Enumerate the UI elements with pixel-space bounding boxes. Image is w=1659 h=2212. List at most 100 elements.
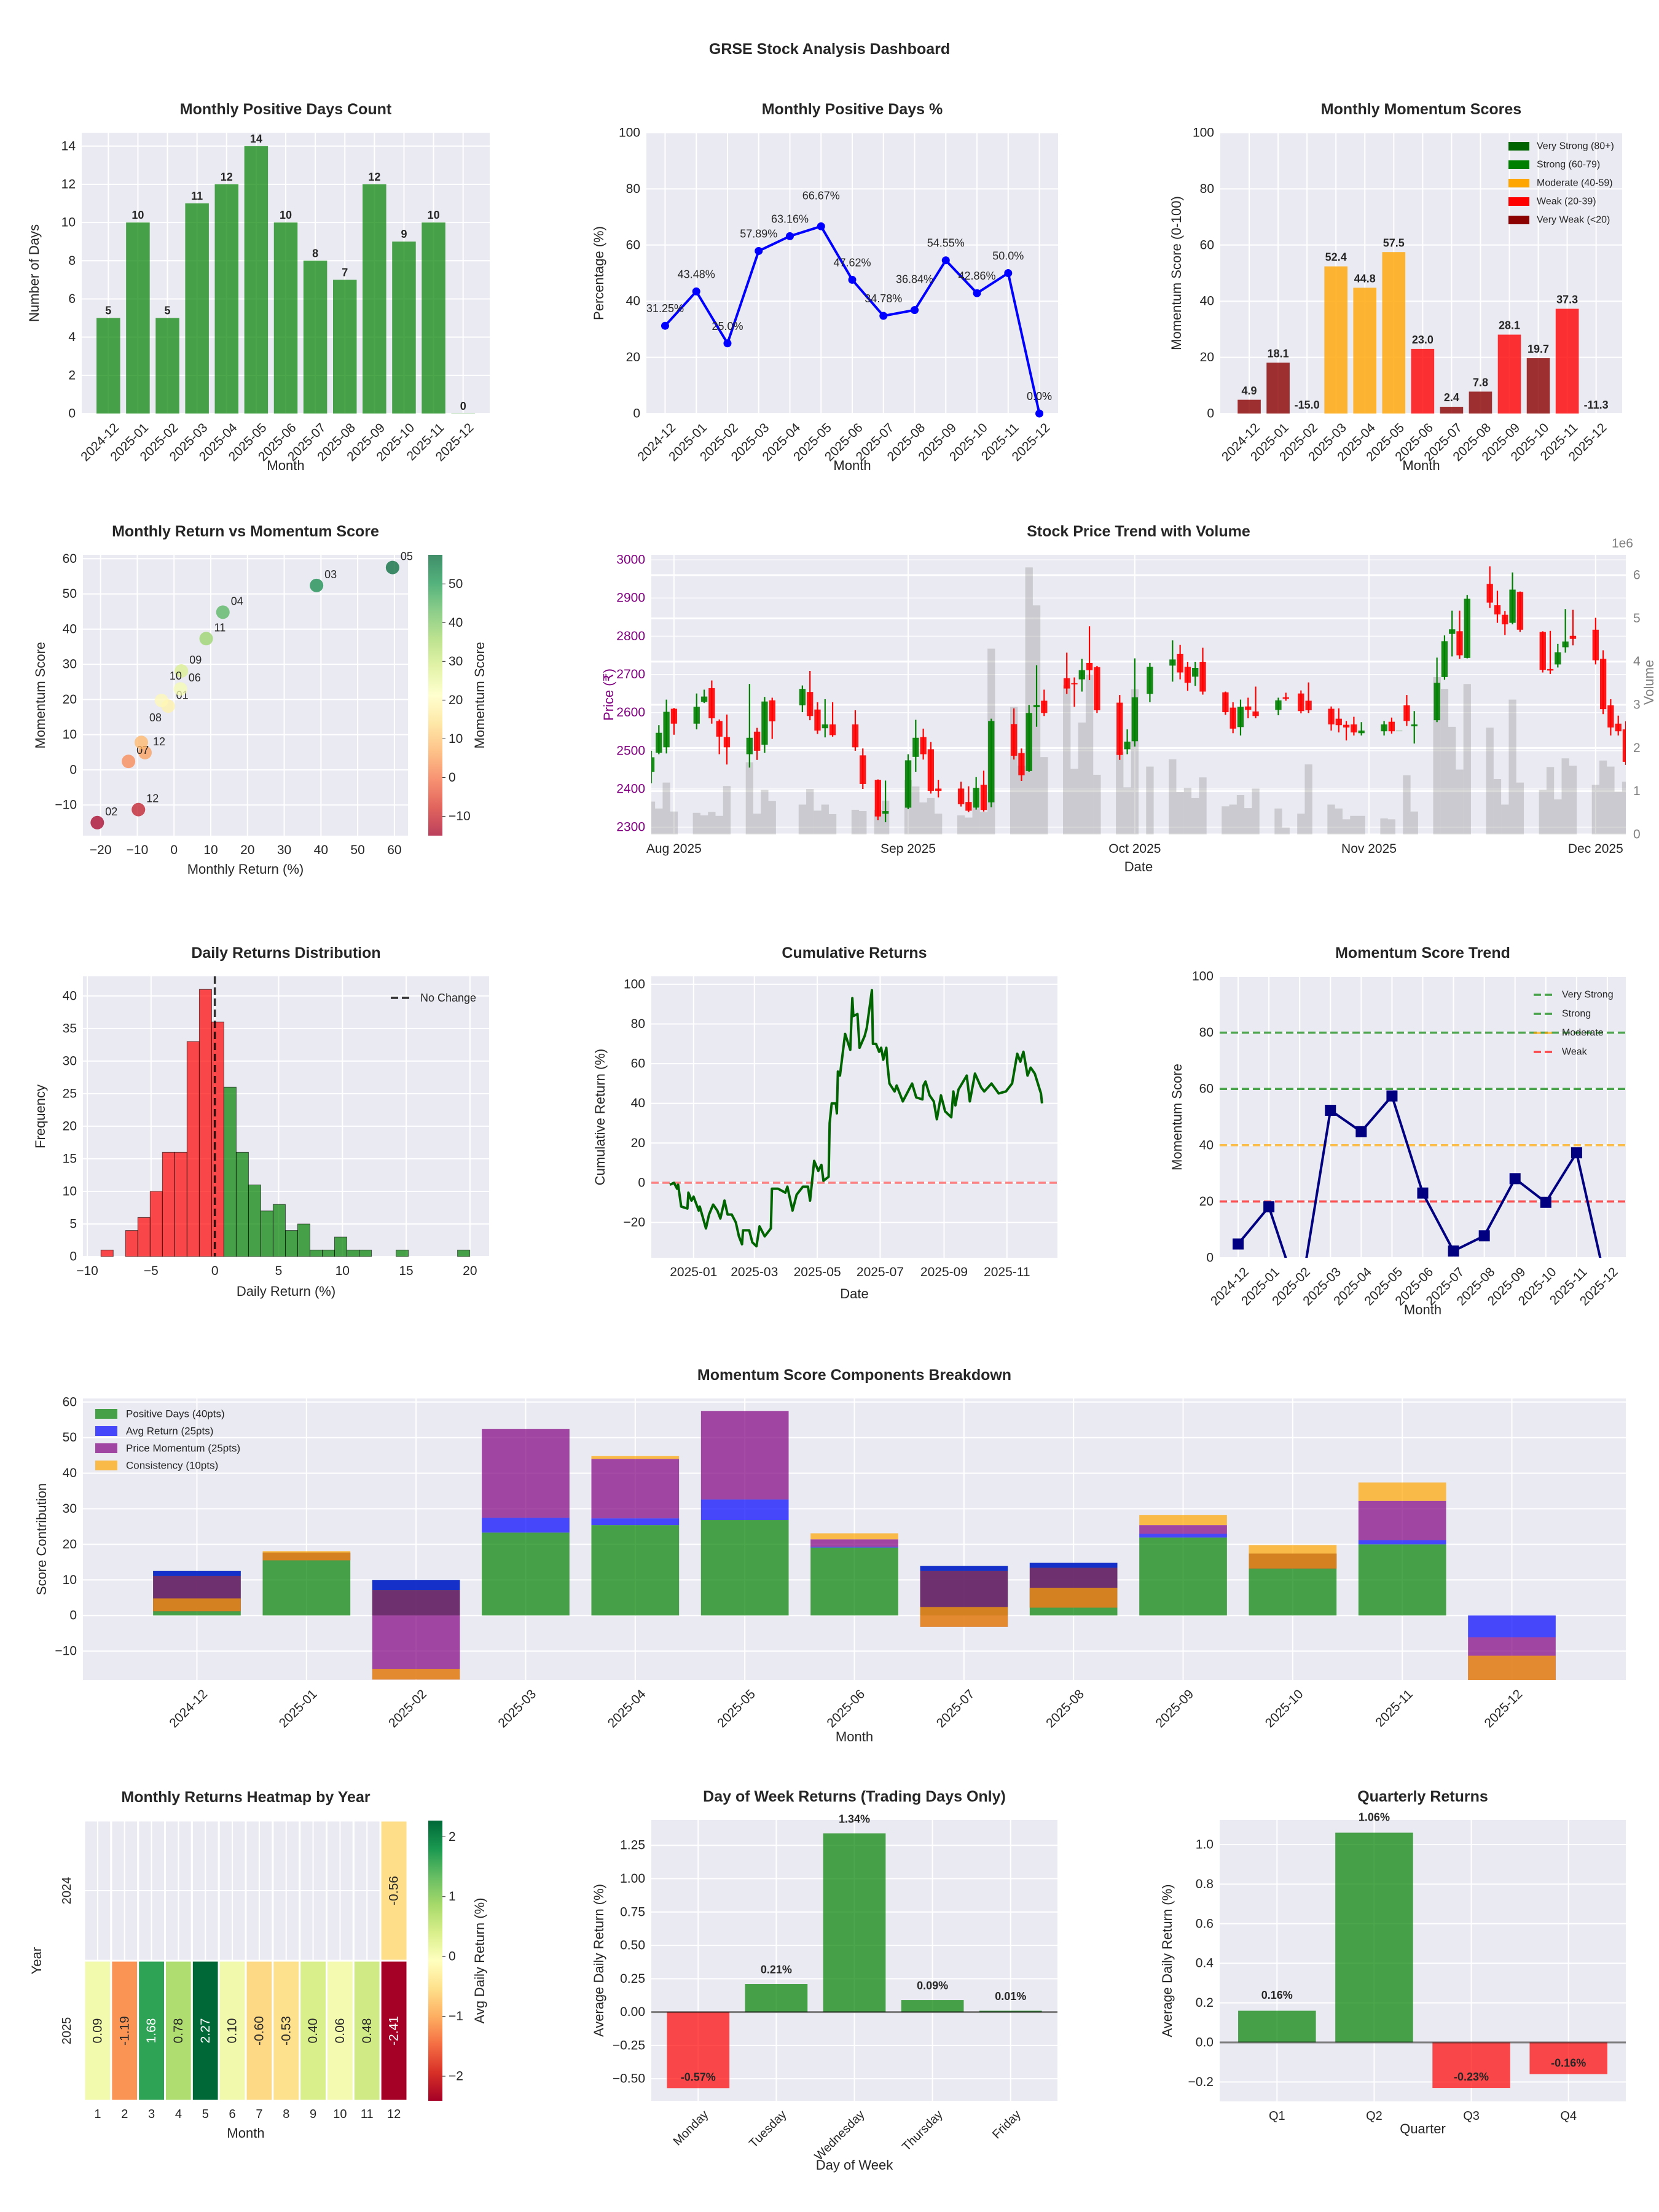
candle-down [1502,614,1508,625]
point-value-label: 0.0% [1027,390,1052,402]
heatmap-cell-label: -2.41 [387,2016,401,2045]
stacked-segment [1139,1515,1227,1526]
bar-value-label: 0.09% [917,1980,948,1992]
y-tick-label: 12 [61,177,76,191]
volume-bar [1350,815,1358,834]
volume-bar [979,812,988,834]
y2-tick-label: 3 [1633,698,1641,712]
y2-tick-label: 6 [1633,568,1641,582]
candle-down [1298,693,1304,712]
volume-bar [1463,684,1471,834]
stacked-segment [1468,1655,1556,1680]
line-marker [817,222,825,230]
heatmap-cell-label: 0.10 [226,2018,240,2044]
x-tick-label: Q3 [1463,2109,1480,2123]
candle-down [1335,718,1342,726]
stacked-segment [262,1551,351,1561]
candle-down [927,749,935,791]
stacked-segment [1358,1544,1446,1616]
legend-swatch [1508,142,1529,151]
candle-down [1388,721,1395,732]
x-axis-label: Month [1402,458,1440,473]
colorbar-tick-label: −10 [449,809,471,823]
stacked-segment [700,1499,789,1521]
heatmap-cell-label: 0.06 [333,2018,347,2044]
volume-bar [1516,782,1524,834]
bar-value-label: 7.8 [1473,376,1488,388]
y-tick-label: −0.25 [613,2038,645,2052]
candle-down [1547,669,1554,671]
volume-bar [859,811,867,834]
scatter-point [138,745,152,759]
heatmap-cell [218,1959,247,2102]
y-tick-label: 100 [619,126,640,140]
chart-9: -0.56 0.09 -1.19 1.68 0.78 2.27 0.10 -0.60 -0.53… [29,1789,487,2141]
y-tick-label: 0.50 [620,1939,645,1953]
candle-down [874,780,882,817]
colorbar-tick-label: −1 [449,2009,463,2023]
line-marker [973,289,981,297]
candle-up [663,712,670,748]
candle-down [1494,605,1501,614]
candle-up [988,721,995,802]
candle-up [799,689,806,705]
candle-down [1403,705,1410,721]
y-tick-label: 50 [63,587,77,601]
candle-down [1607,705,1614,728]
volume-bar [1546,767,1555,834]
volume-bar [1440,689,1449,834]
point-label: 11 [214,621,226,633]
bar [332,280,357,414]
y-tick-label: 100 [1193,126,1214,140]
y-tick-label: 10 [63,1573,77,1587]
x-tick-label: 11 [361,2108,374,2121]
y-tick-label: 0.8 [1196,1877,1214,1891]
bar-value-label: 19.7 [1528,343,1549,355]
candle-up [1192,667,1199,677]
candle-down [1184,667,1191,683]
line-marker [911,306,919,315]
bar [823,1833,886,2012]
heatmap-cell-label: 1.68 [144,2018,159,2044]
candle-down [920,737,927,755]
y-tick-label: 10 [63,1184,77,1198]
legend-label: Price Momentum (25pts) [126,1443,240,1454]
line-marker [723,339,732,348]
x-tick-label: 2 [121,2108,128,2121]
bar-value-label: 12 [368,171,380,183]
colorbar-tick-label: 20 [449,693,463,707]
volume-bar [972,808,980,834]
x-tick-label: 5 [275,1264,283,1278]
heatmap-cell-label: -0.53 [279,2016,293,2045]
y-tick-label: 20 [631,1136,645,1150]
y-tick-label: 0.00 [620,2005,645,2019]
y-tick-label: 100 [1192,970,1214,984]
legend-swatch [1508,216,1529,224]
candle-down [708,688,715,719]
x-tick-label: 2025-09 [920,1265,968,1279]
bar [1324,266,1348,414]
point-label: 12 [146,793,159,805]
x-tick-label: Q2 [1366,2109,1382,2123]
candle-down [769,700,775,722]
bar-value-label: -11.3 [1584,399,1609,411]
point-value-label: 36.84% [896,273,933,286]
candle-up [882,811,889,814]
bar [1266,363,1290,414]
square-marker [1571,1147,1582,1159]
legend-label: Weak [1562,1047,1588,1057]
stacked-bars [153,1411,1556,1680]
legend-swatch [1508,160,1529,169]
legend-label: Weak (20-39) [1537,197,1596,207]
x-tick-label: 5 [202,2108,209,2121]
bar-value-label: 14 [250,133,262,145]
y-axis-label: Price (₹) [601,669,616,721]
y-axis-label: Average Daily Return (%) [1159,1884,1175,2037]
volume-bar [1018,766,1026,834]
stacked-segment [1249,1545,1337,1569]
stacked-segment [700,1520,789,1616]
volume-bar [1342,819,1351,834]
volume-bar [1539,790,1547,834]
y-tick-label: 60 [63,1395,77,1409]
heatmap-cell-label: 0.78 [171,2018,186,2044]
